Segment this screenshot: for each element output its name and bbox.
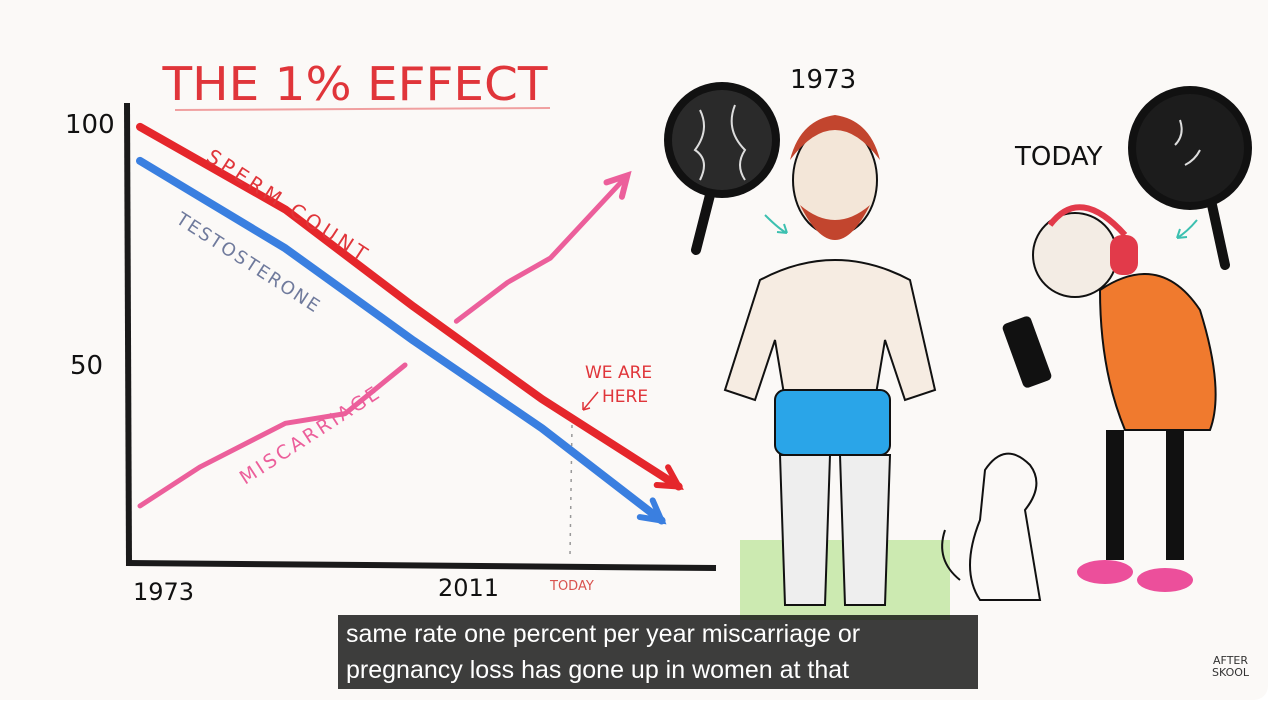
teal-arrow-icon bbox=[1176, 219, 1198, 239]
caption-line-2: pregnancy loss has gone up in women at t… bbox=[346, 656, 850, 684]
series-line-0 bbox=[136, 122, 683, 491]
y-axis bbox=[124, 102, 132, 566]
video-captions: same rate one percent per year miscarria… bbox=[338, 615, 978, 689]
x-axis bbox=[125, 560, 717, 571]
series-arrowhead-0 bbox=[653, 464, 684, 490]
label-1973: 1973 bbox=[790, 65, 856, 95]
x-tick-today: TODAY bbox=[549, 579, 594, 594]
dog-figure bbox=[941, 452, 1042, 601]
title-underline bbox=[174, 107, 551, 111]
teal-arrow-icon bbox=[764, 214, 788, 234]
logo-text: AFTER SKOOL bbox=[1212, 654, 1250, 679]
frying-pan-today-icon bbox=[1128, 86, 1252, 270]
annotation-we-are-here: WE ARE HERE bbox=[585, 363, 652, 407]
caption-line-1: same rate one percent per year miscarria… bbox=[346, 620, 861, 648]
man-today-figure bbox=[1002, 204, 1217, 592]
y-tick-100: 100 bbox=[65, 110, 115, 140]
chart-title: THE 1% EFFECT bbox=[161, 57, 548, 111]
today-marker bbox=[569, 424, 573, 556]
series-arrowhead-3 bbox=[603, 170, 632, 200]
x-tick-1973: 1973 bbox=[133, 578, 194, 606]
label-today: TODAY bbox=[1014, 142, 1103, 172]
series-line-3 bbox=[453, 172, 630, 324]
y-tick-50: 50 bbox=[70, 351, 103, 381]
after-skool-logo: AFTER SKOOL bbox=[1212, 655, 1249, 679]
x-tick-2011: 2011 bbox=[438, 574, 499, 602]
man-1973-figure bbox=[723, 115, 950, 620]
series-line-1 bbox=[136, 156, 666, 525]
series-layer bbox=[136, 122, 684, 525]
frying-pan-1973-icon bbox=[664, 82, 780, 255]
series-arrowhead-1 bbox=[636, 497, 667, 525]
we-are-here-arrow bbox=[582, 391, 599, 411]
whiteboard-video-frame bbox=[0, 0, 1268, 700]
series-line-2 bbox=[137, 362, 408, 509]
